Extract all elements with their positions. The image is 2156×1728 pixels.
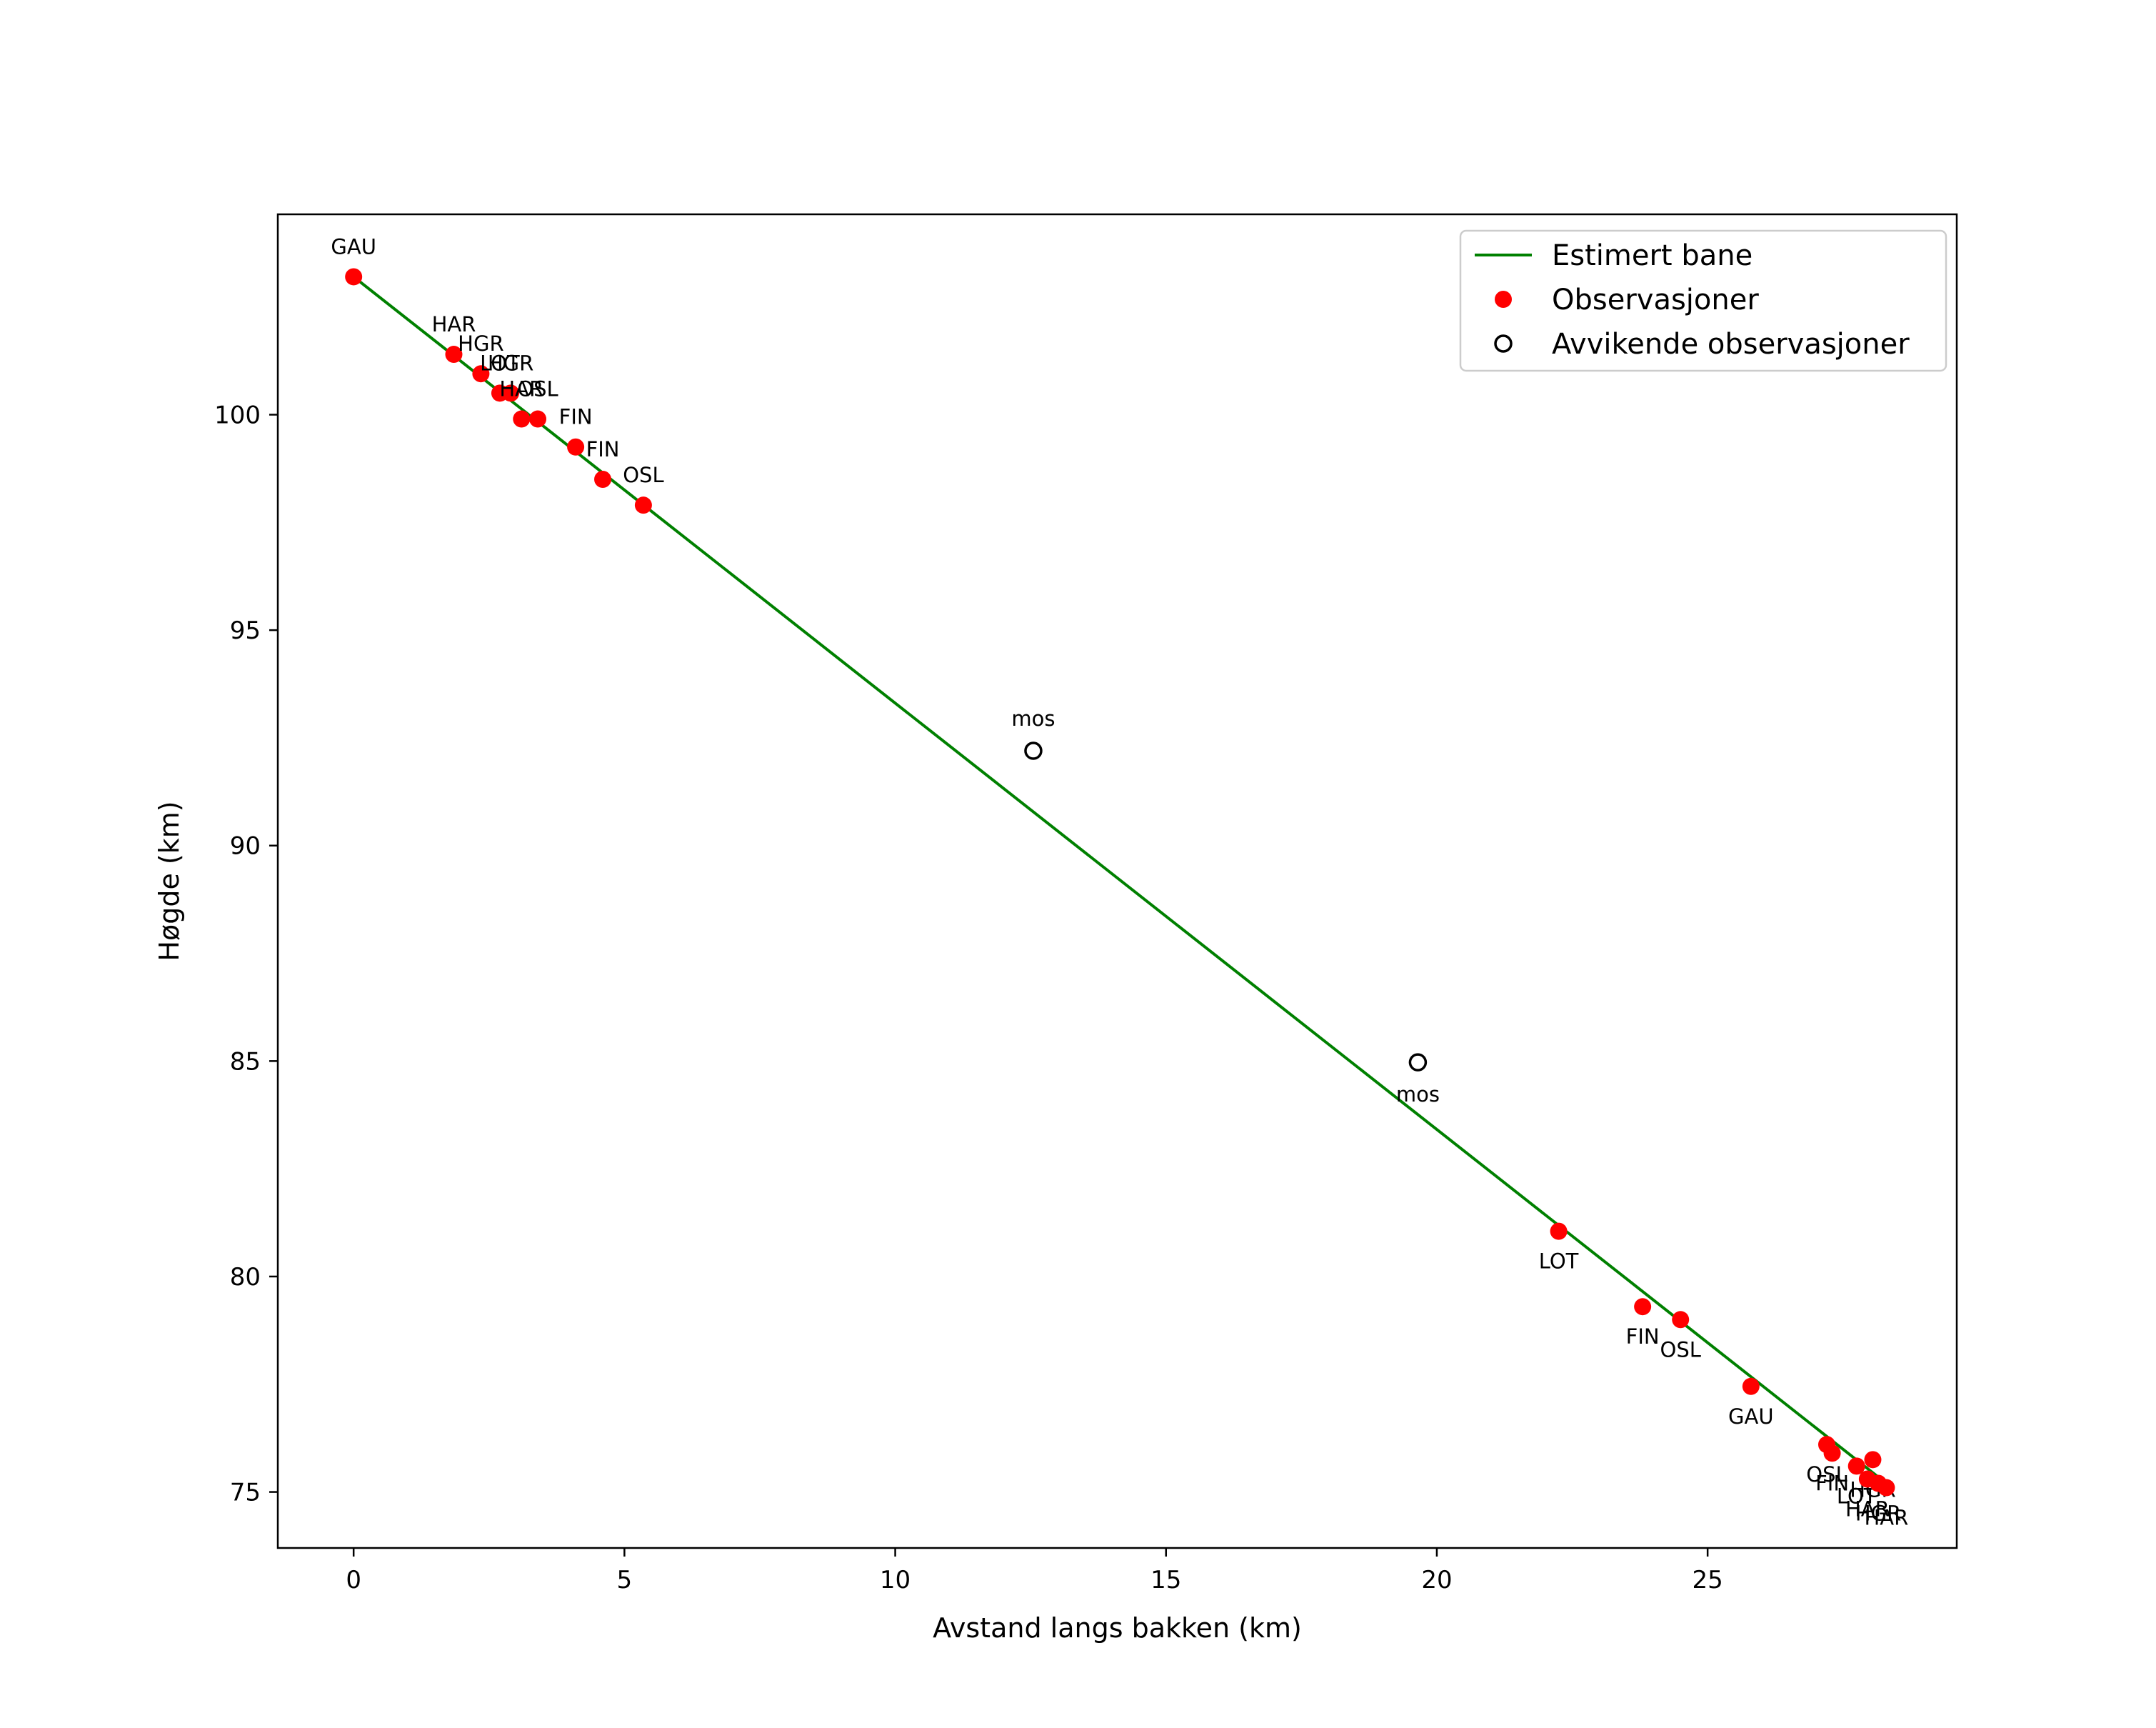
legend-label: Estimert bane [1552, 239, 1753, 272]
observation-label: HAR [1845, 1497, 1890, 1521]
y-axis-title: Høgde (km) [154, 801, 185, 961]
plot-area: GAUHARHGRLOTHGRHAROSLFINFINOSLLOTFINOSLG… [154, 213, 1958, 1644]
legend-label: Avvikende observasjoner [1552, 328, 1910, 361]
observation-point [472, 365, 490, 383]
observation-point [634, 496, 652, 514]
observation-point [502, 384, 520, 402]
observation-point [1672, 1311, 1690, 1329]
y-tick-label: 100 [214, 401, 261, 430]
observation-label: GAU [1728, 1404, 1774, 1429]
observation-label: OSL [1660, 1337, 1701, 1362]
observation-label: LOT [480, 351, 520, 375]
observation-point [1864, 1451, 1882, 1469]
observation-label: HGR [458, 331, 503, 356]
observation-label: HGR [1855, 1502, 1901, 1526]
observation-label: HAR [499, 377, 543, 401]
observation-point [1823, 1444, 1841, 1462]
observation-label: OSL [517, 377, 558, 401]
y-tick-label: 85 [230, 1047, 261, 1076]
y-tick-label: 75 [230, 1479, 261, 1507]
observation-label: FIN [586, 437, 620, 461]
y-tick-label: 90 [230, 832, 261, 861]
x-tick-label: 20 [1421, 1566, 1452, 1594]
observation-point [1877, 1479, 1895, 1497]
observation-label: HAR [1865, 1506, 1909, 1530]
observation-point [513, 410, 531, 428]
legend-dot-swatch [1495, 291, 1512, 308]
observation-label: FIN [1626, 1324, 1660, 1349]
x-axis-title: Avstand langs bakken (km) [933, 1612, 1302, 1644]
observation-label: LOT [1539, 1249, 1579, 1274]
observation-point [594, 470, 612, 488]
outlier-point [1408, 1053, 1428, 1072]
observation-label: HAR [432, 312, 476, 336]
legend: Estimert bane Observasjoner Avvikende obse… [1459, 229, 1947, 372]
observation-point [1847, 1457, 1865, 1475]
observation-label: GAU [331, 234, 376, 259]
legend-ring-swatch [1494, 334, 1513, 353]
observation-label: FIN [559, 405, 593, 429]
observation-label: OSL [623, 463, 663, 487]
observation-label: HGR [488, 351, 533, 375]
observation-label: OSL [1806, 1462, 1847, 1487]
x-tick-label: 5 [617, 1566, 633, 1594]
outlier-point [1024, 741, 1043, 760]
observation-point [1742, 1377, 1760, 1395]
x-tick-label: 0 [346, 1566, 361, 1594]
x-tick-label: 15 [1150, 1566, 1181, 1594]
y-tick-label: 80 [230, 1263, 261, 1292]
outlier-label: mos [1011, 706, 1055, 731]
observation-point [1634, 1298, 1652, 1316]
observation-point [445, 346, 463, 364]
observation-label: LOT [1837, 1484, 1877, 1508]
observation-point [567, 438, 585, 456]
legend-box [1459, 229, 1947, 372]
x-tick-label: 25 [1693, 1566, 1723, 1594]
outlier-label: mos [1396, 1082, 1440, 1107]
observation-point [345, 268, 363, 286]
legend-label: Observasjoner [1552, 284, 1759, 316]
observation-label: FIN [1815, 1471, 1849, 1495]
observation-point [1550, 1222, 1568, 1240]
observation-point [529, 410, 547, 428]
y-tick-label: 95 [230, 616, 261, 645]
x-tick-label: 10 [880, 1566, 911, 1594]
axes-frame [276, 213, 1958, 1549]
